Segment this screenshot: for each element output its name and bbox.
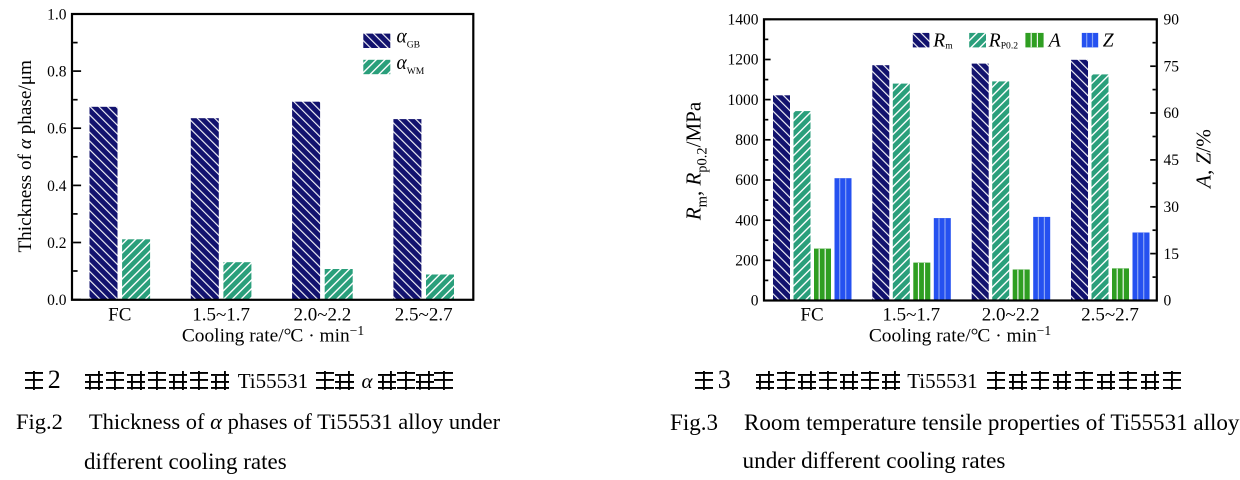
svg-text:Z: Z	[1103, 31, 1114, 52]
svg-text:αGB: αGB	[397, 27, 421, 51]
svg-text:400: 400	[735, 212, 759, 229]
svg-text:Cooling rate/°C · min−1: Cooling rate/°C · min−1	[182, 323, 364, 347]
svg-text:1200: 1200	[728, 52, 759, 69]
svg-text:90: 90	[1164, 12, 1180, 29]
svg-text:15: 15	[1164, 246, 1180, 263]
svg-text:Rm, Rp0.2/MPa: Rm, Rp0.2/MPa	[682, 101, 711, 221]
svg-text:RP0.2: RP0.2	[988, 30, 1018, 51]
svg-text:Cooling rate/°C · min−1: Cooling rate/°C · min−1	[869, 323, 1051, 347]
svg-text:A, Z/%: A, Z/%	[1192, 129, 1216, 190]
svg-text:600: 600	[735, 172, 759, 189]
svg-text:60: 60	[1164, 105, 1180, 122]
svg-text:0.8: 0.8	[47, 64, 67, 81]
svg-text:0.2: 0.2	[47, 235, 66, 252]
svg-text:2.0~2.2: 2.0~2.2	[294, 304, 352, 325]
svg-text:2.5~2.7: 2.5~2.7	[1081, 304, 1139, 325]
svg-text:Thickness of α phase/μm: Thickness of α phase/μm	[15, 60, 36, 253]
svg-text:1000: 1000	[728, 92, 759, 109]
svg-text:30: 30	[1164, 199, 1180, 216]
svg-text:75: 75	[1164, 58, 1180, 75]
svg-text:0.6: 0.6	[47, 121, 67, 138]
svg-text:FC: FC	[800, 304, 823, 325]
svg-text:1.5~1.7: 1.5~1.7	[882, 304, 940, 325]
svg-text:2.0~2.2: 2.0~2.2	[982, 304, 1040, 325]
svg-text:0: 0	[1164, 293, 1172, 310]
svg-text:1.0: 1.0	[47, 6, 67, 23]
svg-text:800: 800	[735, 132, 759, 149]
svg-text:200: 200	[735, 253, 759, 270]
svg-text:A: A	[1047, 31, 1061, 52]
svg-text:1.5~1.7: 1.5~1.7	[192, 304, 250, 325]
svg-text:FC: FC	[108, 304, 131, 325]
svg-text:0: 0	[751, 293, 759, 310]
svg-text:45: 45	[1164, 152, 1180, 169]
svg-text:1400: 1400	[728, 12, 759, 29]
svg-text:0.0: 0.0	[47, 292, 67, 309]
svg-text:αWM: αWM	[397, 53, 425, 77]
svg-text:0.4: 0.4	[47, 178, 67, 195]
svg-text:2.5~2.7: 2.5~2.7	[395, 304, 453, 325]
svg-text:Rm: Rm	[932, 30, 953, 51]
